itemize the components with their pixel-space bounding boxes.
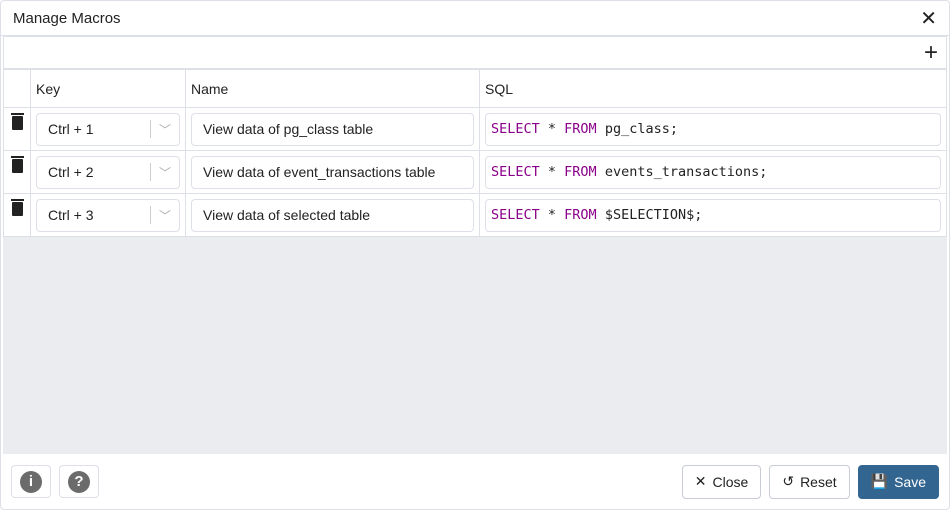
name-input[interactable]: View data of pg_class table (191, 112, 474, 146)
close-icon[interactable]: ✕ (920, 7, 937, 30)
sql-keyword: FROM (564, 207, 597, 223)
reset-button[interactable]: ↺ Reset (769, 464, 850, 499)
chevron-down-icon: ﹀ (158, 165, 171, 180)
sql-text: $SELECTION$; (596, 207, 703, 223)
info-button[interactable]: i (11, 465, 51, 498)
dialog-title: Manage Macros (13, 9, 121, 27)
chevron-down-icon: ﹀ (158, 122, 171, 137)
help-button[interactable]: ? (59, 465, 99, 498)
trash-icon[interactable] (10, 199, 24, 216)
sql-text: events_transactions; (596, 164, 768, 180)
add-row-icon[interactable]: + (923, 38, 938, 66)
sql-text: pg_class; (596, 121, 678, 137)
sql-keyword: FROM (564, 164, 597, 180)
sql-keyword: SELECT (491, 207, 540, 223)
key-select[interactable]: Ctrl + 2 ﹀ (36, 155, 180, 189)
reset-icon: ↺ (782, 473, 795, 489)
sql-keyword: SELECT (491, 164, 540, 180)
sql-editor[interactable]: SELECT * FROM pg_class; (485, 112, 941, 146)
sql-editor[interactable]: SELECT * FROM $SELECTION$; (485, 198, 941, 232)
close-label: Close (712, 473, 749, 490)
trash-icon[interactable] (10, 156, 24, 173)
name-input[interactable]: View data of event_transactions table (191, 155, 474, 189)
close-button[interactable]: ✕ Close (681, 464, 762, 499)
reset-label: Reset (800, 473, 837, 490)
table-row: Ctrl + 1 ﹀ View data of pg_class table SE… (3, 107, 947, 151)
sql-keyword: FROM (564, 121, 597, 137)
header-blank (3, 69, 31, 108)
macros-table: Key Name SQL Ctrl + 1 ﹀ View data of pg_c… (3, 69, 947, 237)
key-value: Ctrl + 2 (48, 164, 94, 180)
save-button[interactable]: 💾 Save (857, 464, 939, 499)
key-value: Ctrl + 1 (48, 121, 94, 137)
table-row: Ctrl + 3 ﹀ View data of selected table SE… (3, 193, 947, 237)
key-select[interactable]: Ctrl + 3 ﹀ (36, 198, 180, 232)
header-name: Name (185, 69, 480, 108)
trash-icon[interactable] (10, 113, 24, 130)
header-sql: SQL (479, 69, 947, 108)
key-value: Ctrl + 3 (48, 207, 94, 223)
info-icon: i (20, 470, 42, 493)
save-label: Save (894, 473, 926, 490)
header-key: Key (30, 69, 186, 108)
x-icon: ✕ (694, 473, 707, 489)
help-icon: ? (68, 470, 90, 493)
macros-panel: + Key Name SQL Ctrl + 1 ﹀ View data of pg… (3, 36, 947, 454)
name-input[interactable]: View data of selected table (191, 198, 474, 232)
save-icon: 💾 (870, 473, 889, 489)
key-select[interactable]: Ctrl + 1 ﹀ (36, 112, 180, 146)
table-row: Ctrl + 2 ﹀ View data of event_transaction… (3, 150, 947, 194)
sql-editor[interactable]: SELECT * FROM events_transactions; (485, 155, 941, 189)
sql-text: * (539, 121, 565, 137)
sql-text: * (539, 207, 565, 223)
sql-keyword: SELECT (491, 121, 540, 137)
dialog-footer: i ? ✕ Close ↺ Reset 💾 Save (1, 454, 949, 509)
table-header-row: Key Name SQL (3, 69, 947, 108)
chevron-down-icon: ﹀ (158, 208, 171, 223)
sql-text: * (539, 164, 565, 180)
grid-toolbar: + (3, 36, 947, 69)
dialog-header: Manage Macros ✕ (1, 1, 949, 36)
